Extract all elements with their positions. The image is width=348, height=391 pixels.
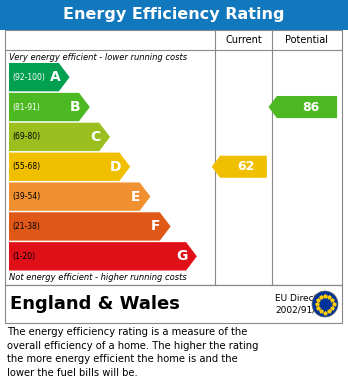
Text: Energy Efficiency Rating: Energy Efficiency Rating xyxy=(63,7,285,23)
Text: EU Directive
2002/91/EC: EU Directive 2002/91/EC xyxy=(275,294,331,314)
Text: C: C xyxy=(90,130,100,144)
Text: Not energy efficient - higher running costs: Not energy efficient - higher running co… xyxy=(9,273,187,282)
Polygon shape xyxy=(9,212,171,240)
Polygon shape xyxy=(9,63,70,91)
Text: G: G xyxy=(176,249,188,263)
Text: England & Wales: England & Wales xyxy=(10,295,180,313)
Text: Potential: Potential xyxy=(285,35,329,45)
Text: E: E xyxy=(131,190,140,204)
Bar xyxy=(5,30,342,285)
Text: (1-20): (1-20) xyxy=(12,252,35,261)
Text: D: D xyxy=(110,160,121,174)
Text: A: A xyxy=(49,70,60,84)
Polygon shape xyxy=(9,183,150,211)
Polygon shape xyxy=(9,242,197,271)
Polygon shape xyxy=(269,96,337,118)
Text: Current: Current xyxy=(225,35,262,45)
Text: (69-80): (69-80) xyxy=(12,133,40,142)
Text: (39-54): (39-54) xyxy=(12,192,40,201)
Text: 62: 62 xyxy=(238,160,255,173)
Polygon shape xyxy=(9,152,130,181)
Text: 86: 86 xyxy=(302,100,319,113)
Bar xyxy=(0,0,348,30)
Circle shape xyxy=(312,291,338,317)
Text: F: F xyxy=(151,219,161,233)
Text: The energy efficiency rating is a measure of the
overall efficiency of a home. T: The energy efficiency rating is a measur… xyxy=(7,327,259,378)
Polygon shape xyxy=(9,93,90,121)
Text: (92-100): (92-100) xyxy=(12,73,45,82)
Polygon shape xyxy=(212,156,267,178)
Text: (81-91): (81-91) xyxy=(12,102,40,111)
Text: (21-38): (21-38) xyxy=(12,222,40,231)
Polygon shape xyxy=(9,123,110,151)
Text: Very energy efficient - lower running costs: Very energy efficient - lower running co… xyxy=(9,54,187,63)
Text: B: B xyxy=(70,100,80,114)
Bar xyxy=(5,285,342,323)
Text: (55-68): (55-68) xyxy=(12,162,40,171)
